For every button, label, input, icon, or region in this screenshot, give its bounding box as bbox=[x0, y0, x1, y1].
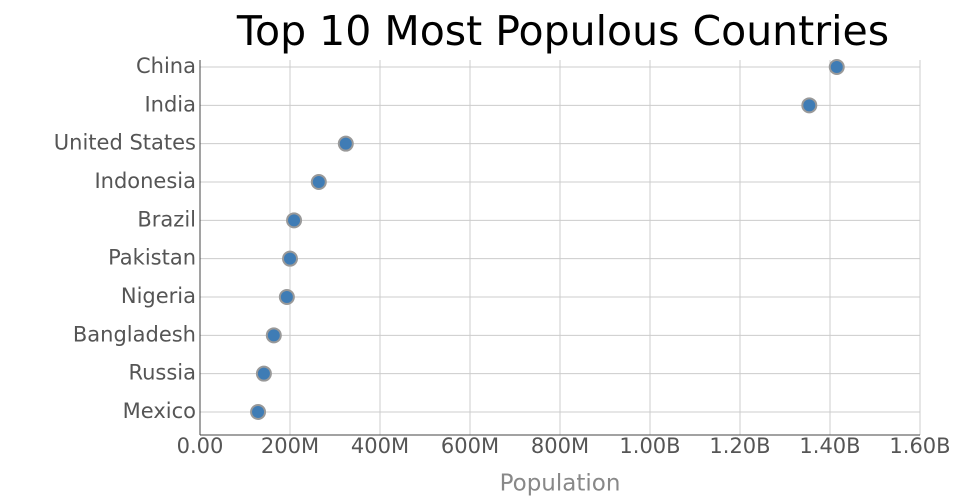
y-tick-label: Brazil bbox=[137, 207, 196, 231]
y-tick-label: Indonesia bbox=[94, 169, 196, 193]
chart-title: Top 10 Most Populous Countries bbox=[236, 7, 889, 55]
dot bbox=[278, 289, 295, 305]
dot bbox=[265, 327, 282, 344]
x-tick-label: 200M bbox=[261, 434, 319, 458]
x-tick-label: 1.20B bbox=[709, 434, 770, 458]
dot bbox=[337, 135, 354, 152]
dot bbox=[828, 59, 845, 75]
y-tick-label: Pakistan bbox=[108, 246, 196, 270]
x-tick-label: 1.40B bbox=[799, 434, 860, 458]
y-tick-label: Bangladesh bbox=[73, 322, 196, 346]
y-tick-label: Russia bbox=[128, 361, 196, 385]
dot bbox=[282, 250, 298, 267]
y-tick-label: Nigeria bbox=[121, 284, 196, 308]
dot bbox=[310, 174, 327, 190]
x-tick-label: 1.00B bbox=[619, 434, 680, 458]
dot bbox=[801, 97, 818, 114]
x-tick-label: 400M bbox=[351, 434, 409, 458]
x-tick-label: 600M bbox=[441, 434, 499, 458]
x-axis-title: Population bbox=[500, 471, 621, 497]
x-tick-label: 1.60B bbox=[889, 434, 950, 458]
x-tick-label: 0.00 bbox=[177, 434, 224, 458]
y-tick-label: India bbox=[144, 92, 196, 116]
dot bbox=[255, 365, 272, 382]
y-tick-label: China bbox=[136, 54, 196, 78]
dot bbox=[250, 404, 267, 420]
x-tick-label: 800M bbox=[531, 434, 589, 458]
y-tick-label: Mexico bbox=[123, 399, 196, 423]
dot bbox=[286, 212, 303, 229]
y-tick-label: United States bbox=[54, 131, 196, 155]
